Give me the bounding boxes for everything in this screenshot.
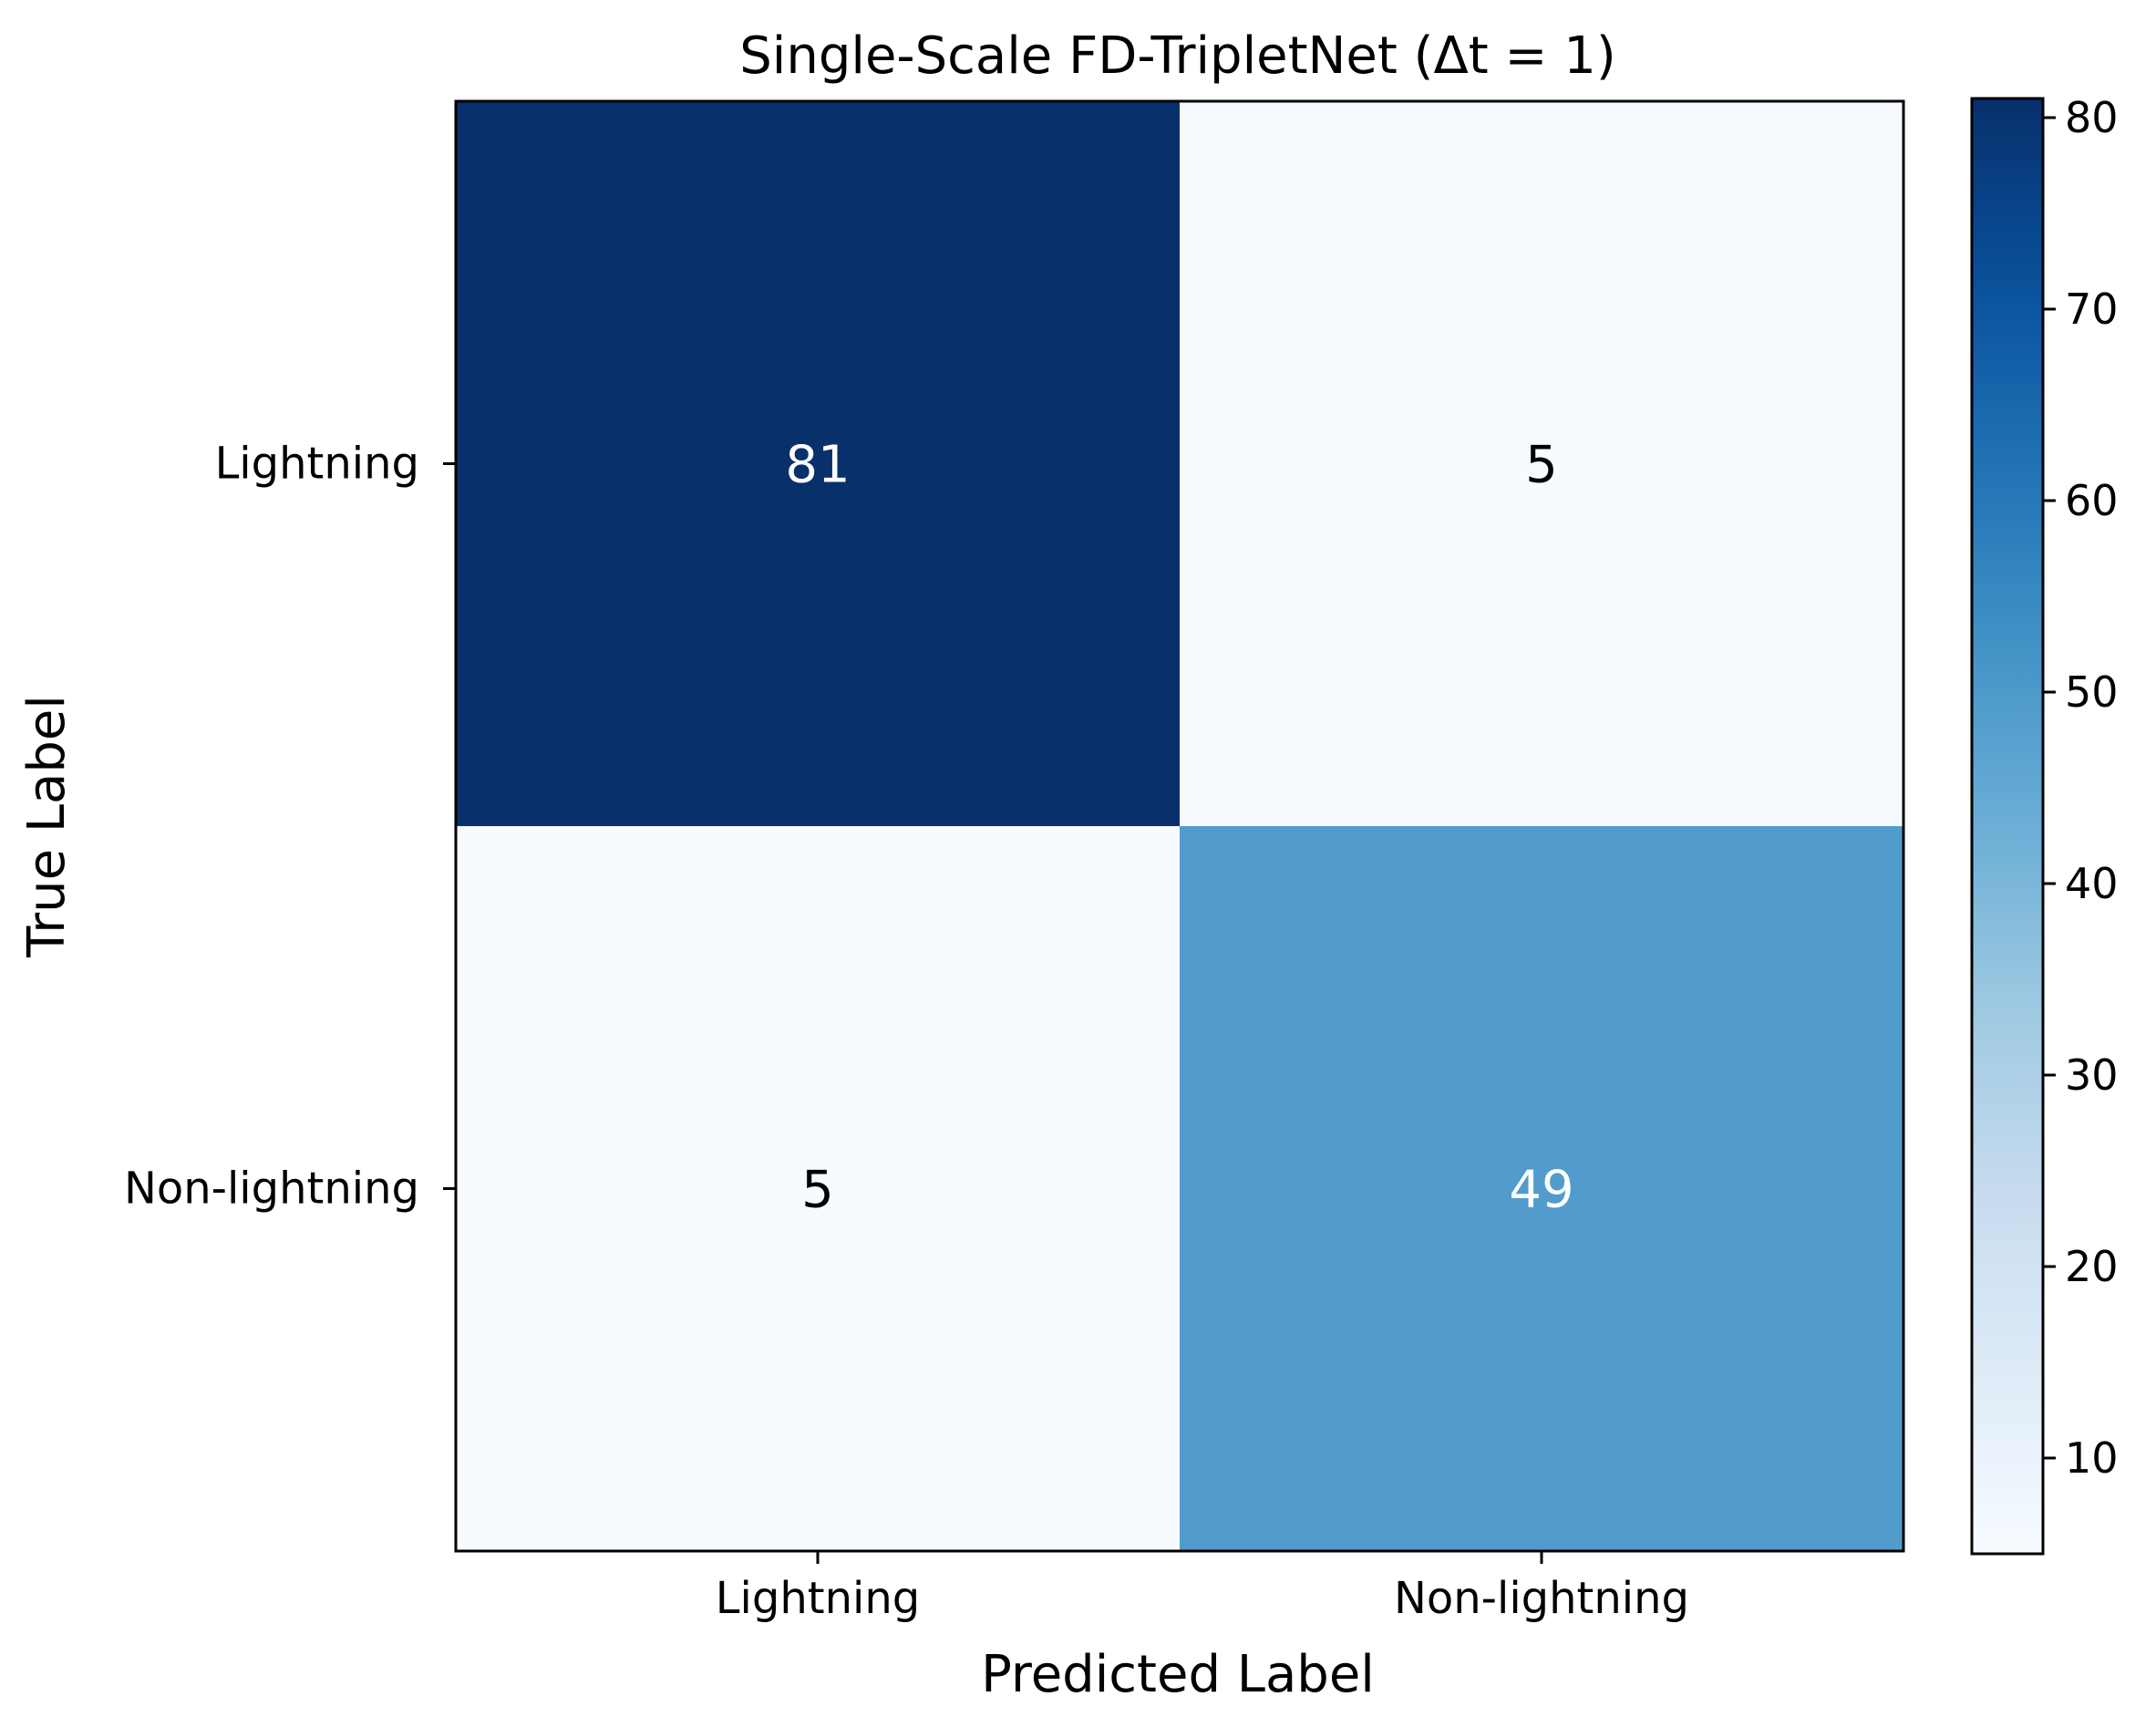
colorbar-ticks: 10 20 30 40 50 60 70 80 bbox=[2043, 93, 2119, 1483]
colorbar-tick-label-4: 50 bbox=[2065, 667, 2119, 717]
heatmap-cells bbox=[456, 101, 1904, 1552]
y-tick-label-1: Non-lightning bbox=[124, 1164, 419, 1215]
x-axis-ticks: Lightning Non-lightning bbox=[716, 1551, 1689, 1624]
colorbar-tick-label-7: 80 bbox=[2065, 93, 2119, 142]
x-tick-label-1: Non-lightning bbox=[1394, 1573, 1689, 1624]
y-axis-ticks: Lightning Non-lightning bbox=[124, 439, 456, 1215]
chart-title: Single-Scale FD-TripletNet (Δt = 1) bbox=[739, 26, 1616, 86]
colorbar-frame bbox=[1970, 97, 2045, 1556]
colorbar-tick-label-1: 20 bbox=[2065, 1242, 2119, 1291]
colorbar-tick-label-3: 40 bbox=[2065, 859, 2119, 908]
heatmap-cell-r1-c1 bbox=[1180, 826, 1904, 1552]
heatmap-cell-r0-c1 bbox=[1180, 101, 1904, 827]
colorbar-tick-label-6: 70 bbox=[2065, 284, 2119, 334]
cell-value-r0-c0: 81 bbox=[785, 436, 850, 495]
colorbar-tick-label-0: 10 bbox=[2065, 1433, 2119, 1483]
cell-value-r0-c1: 5 bbox=[1525, 436, 1558, 495]
heatmap-cell-labels: 81 5 5 49 bbox=[785, 436, 1573, 1220]
y-tick-label-0: Lightning bbox=[215, 439, 419, 490]
colorbar-tick-label-2: 30 bbox=[2065, 1050, 2119, 1100]
y-axis-label: True Label bbox=[17, 695, 77, 958]
heatmap-cell-r0-c0 bbox=[456, 101, 1181, 827]
colorbar-fill bbox=[1972, 98, 2043, 1554]
plot-frame bbox=[454, 99, 1905, 1553]
cell-value-r1-c0: 5 bbox=[801, 1161, 834, 1220]
colorbar-tick-label-5: 60 bbox=[2065, 476, 2119, 525]
x-axis-label: Predicted Label bbox=[981, 1645, 1375, 1704]
x-tick-label-0: Lightning bbox=[716, 1573, 920, 1624]
cell-value-r1-c1: 49 bbox=[1509, 1161, 1573, 1220]
heatmap-cell-r1-c0 bbox=[456, 826, 1181, 1552]
